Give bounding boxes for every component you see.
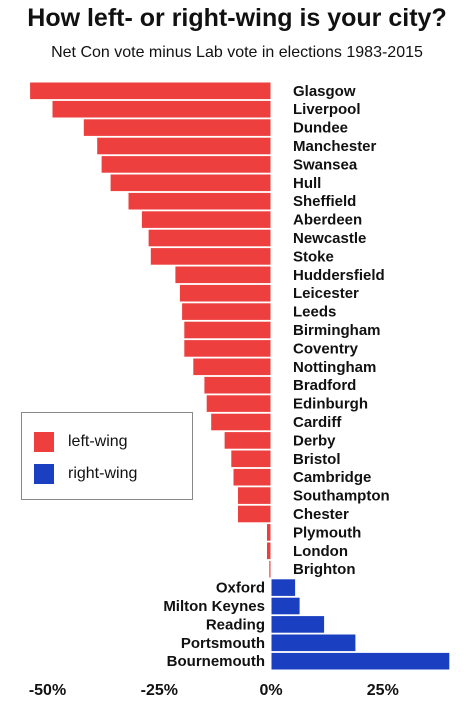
bar-bradford xyxy=(203,375,272,395)
bar-portsmouth xyxy=(270,633,357,653)
x-tick-label: -50% xyxy=(29,682,66,699)
chart-legend: left-wing right-wing xyxy=(21,412,193,500)
category-label-chester: Chester xyxy=(293,506,349,523)
bar-milton-keynes xyxy=(270,596,301,616)
category-label-oxford: Oxford xyxy=(216,580,265,597)
legend-swatch-left-wing xyxy=(34,432,54,452)
bar-stoke xyxy=(149,247,272,266)
bar-reading xyxy=(270,615,326,634)
legend-label-left-wing: left-wing xyxy=(68,433,128,450)
chart-subtitle: Net Con vote minus Lab vote in elections… xyxy=(51,44,423,61)
category-label-manchester: Manchester xyxy=(293,138,377,155)
bar-leicester xyxy=(178,283,272,303)
bar-bristol xyxy=(230,449,272,469)
bar-birmingham xyxy=(183,320,272,340)
bar-london xyxy=(266,541,272,561)
category-label-plymouth: Plymouth xyxy=(293,524,361,541)
bar-southampton xyxy=(237,486,272,505)
bar-derby xyxy=(223,431,272,450)
category-label-southampton: Southampton xyxy=(293,488,390,505)
bar-brighton xyxy=(268,559,272,579)
bar-oxford xyxy=(270,578,297,597)
x-tick-label: 25% xyxy=(367,682,399,699)
category-label-newcastle: Newcastle xyxy=(293,230,366,247)
bar-dundee xyxy=(82,118,272,137)
category-label-london: London xyxy=(293,543,348,560)
bar-glasgow xyxy=(29,81,272,101)
category-label-sheffield: Sheffield xyxy=(293,193,356,210)
bar-hull xyxy=(109,173,272,193)
category-label-glasgow: Glasgow xyxy=(293,83,356,100)
category-label-derby: Derby xyxy=(293,432,336,449)
bar-huddersfield xyxy=(174,265,272,285)
bar-aberdeen xyxy=(140,210,272,229)
legend-item-right-wing: right-wing xyxy=(34,463,137,485)
bar-nottingham xyxy=(192,357,272,377)
category-label-leeds: Leeds xyxy=(293,304,336,321)
category-label-milton-keynes: Milton Keynes xyxy=(163,598,265,615)
category-label-bradford: Bradford xyxy=(293,377,356,394)
category-label-aberdeen: Aberdeen xyxy=(293,212,362,229)
category-label-stoke: Stoke xyxy=(293,248,334,265)
bar-chester xyxy=(237,504,272,524)
category-label-hull: Hull xyxy=(293,175,321,192)
bar-plymouth xyxy=(266,523,272,542)
bar-coventry xyxy=(183,339,272,358)
legend-label-right-wing: right-wing xyxy=(68,465,138,482)
legend-item-left-wing: left-wing xyxy=(34,431,128,453)
bar-edinburgh xyxy=(205,394,272,413)
bar-leeds xyxy=(181,302,272,321)
category-label-huddersfield: Huddersfield xyxy=(293,267,385,284)
category-label-liverpool: Liverpool xyxy=(293,101,361,118)
category-label-bournemouth: Bournemouth xyxy=(167,653,265,670)
bar-cardiff xyxy=(210,412,272,432)
x-tick-label: -25% xyxy=(141,682,178,699)
legend-swatch-right-wing xyxy=(34,464,54,484)
chart-title: How left- or right-wing is your city? xyxy=(27,4,447,32)
bar-sheffield xyxy=(127,191,272,211)
x-tick-label: 0% xyxy=(259,682,282,699)
bar-liverpool xyxy=(51,99,272,119)
category-label-reading: Reading xyxy=(206,616,265,633)
category-label-brighton: Brighton xyxy=(293,561,355,578)
bar-cambridge xyxy=(232,467,272,487)
category-label-swansea: Swansea xyxy=(293,156,358,173)
bar-swansea xyxy=(100,155,272,174)
category-label-dundee: Dundee xyxy=(293,120,348,137)
category-label-edinburgh: Edinburgh xyxy=(293,396,368,413)
bar-manchester xyxy=(96,136,272,156)
bar-newcastle xyxy=(147,228,272,248)
category-label-bristol: Bristol xyxy=(293,451,341,468)
category-label-cambridge: Cambridge xyxy=(293,469,371,486)
bar-bournemouth xyxy=(270,651,451,671)
category-label-birmingham: Birmingham xyxy=(293,322,381,339)
category-label-leicester: Leicester xyxy=(293,285,359,302)
category-label-coventry: Coventry xyxy=(293,340,359,357)
category-label-portsmouth: Portsmouth xyxy=(181,635,265,652)
category-label-cardiff: Cardiff xyxy=(293,414,342,431)
category-label-nottingham: Nottingham xyxy=(293,359,376,376)
